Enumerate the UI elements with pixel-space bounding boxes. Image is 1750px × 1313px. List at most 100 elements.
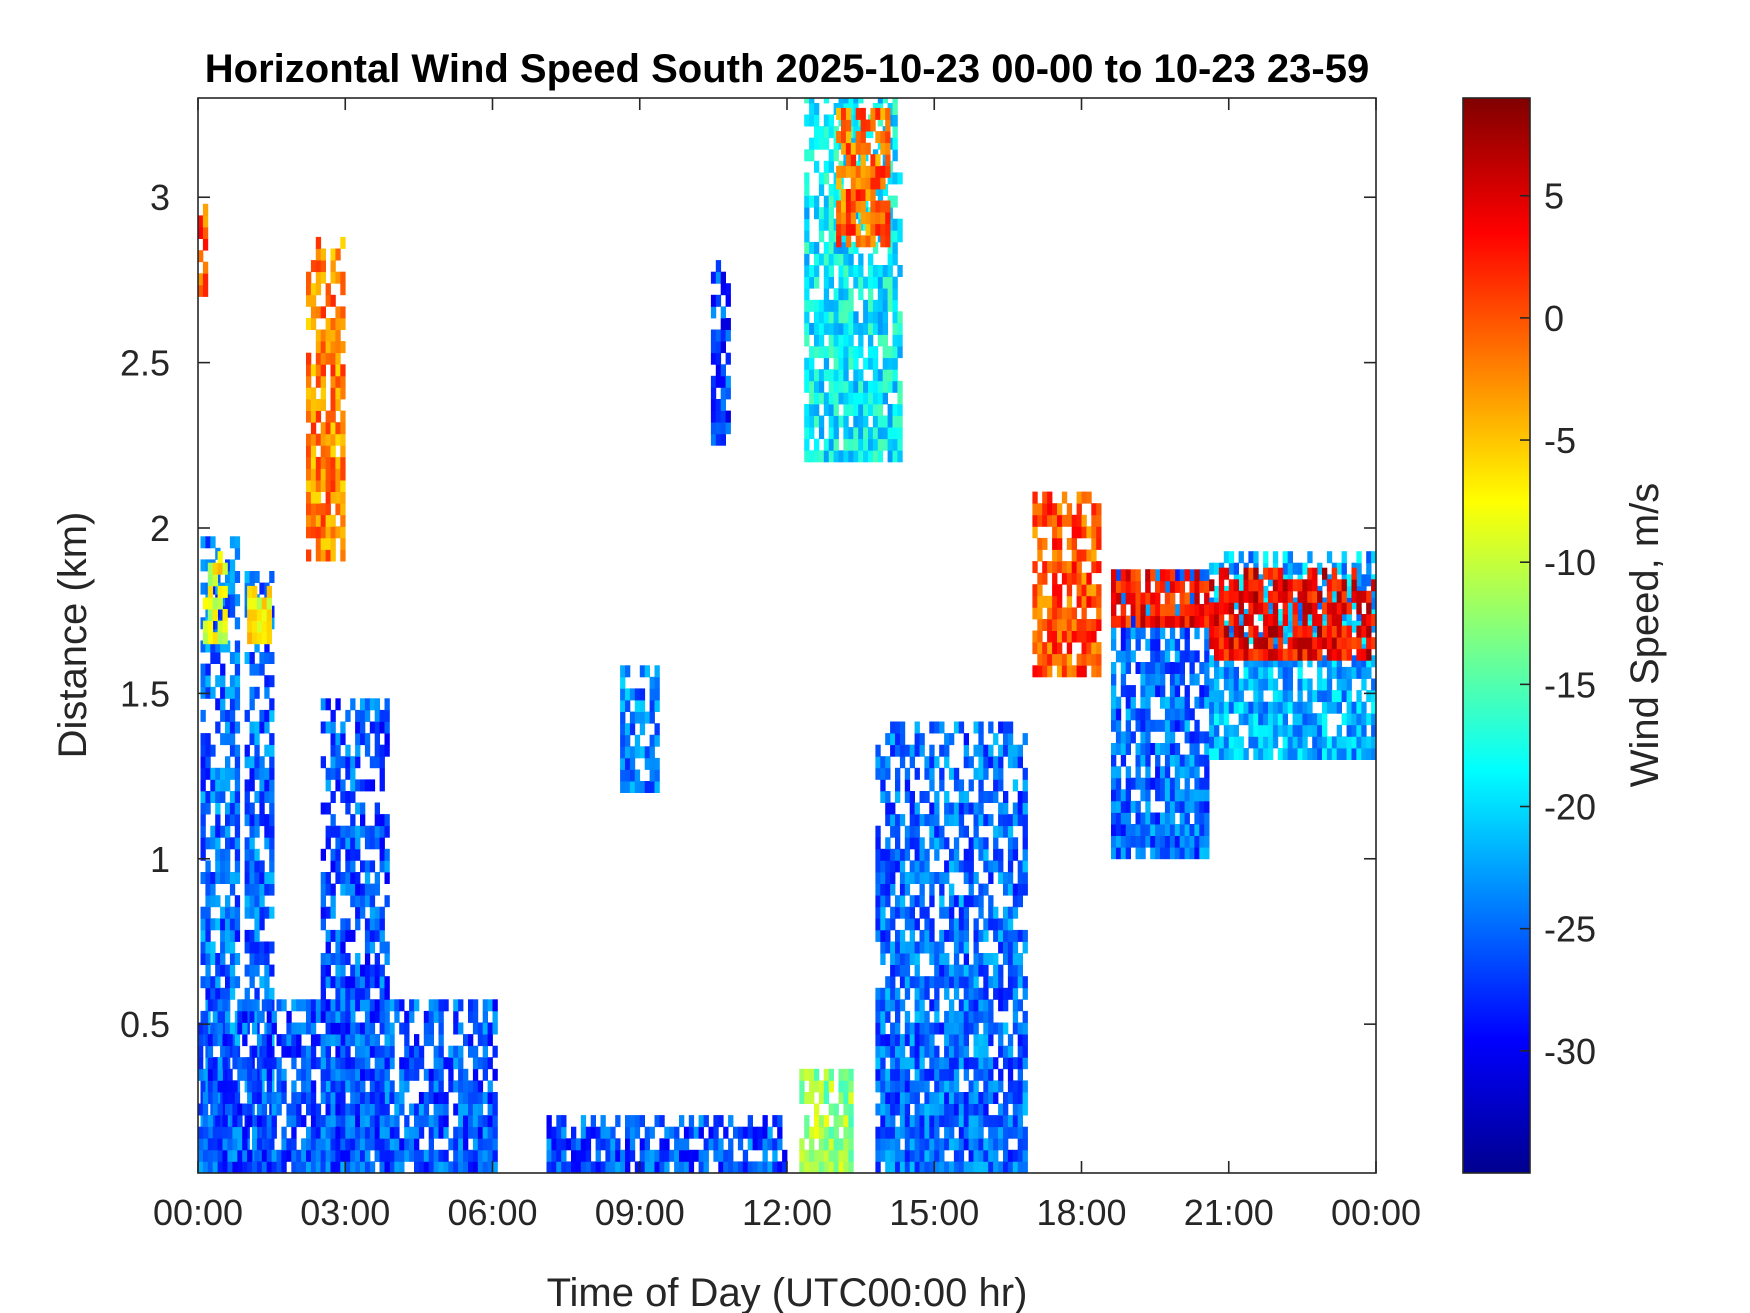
heatmap-cell <box>1125 708 1131 721</box>
heatmap-cell <box>409 1103 415 1116</box>
heatmap-cell <box>229 721 236 734</box>
heatmap-cell <box>1263 637 1269 650</box>
heatmap-cell <box>1223 655 1230 668</box>
heatmap-cell <box>1115 777 1122 790</box>
heatmap-cell <box>1356 655 1362 668</box>
heatmap-cell <box>953 1149 960 1162</box>
heatmap-cell <box>269 767 275 780</box>
heatmap-cell <box>929 1022 935 1035</box>
heatmap-cell <box>259 652 265 664</box>
heatmap-cell <box>983 918 989 931</box>
heatmap-cell <box>1145 673 1151 686</box>
heatmap-cell <box>1366 713 1372 726</box>
heatmap-cell <box>259 814 265 827</box>
heatmap-cell <box>953 1138 960 1151</box>
heatmap-cell <box>845 142 852 155</box>
heatmap-cell <box>949 1010 955 1023</box>
colorbar-tick-label: -10 <box>1544 542 1596 583</box>
heatmap-cell <box>325 837 331 850</box>
heatmap-cell <box>330 756 336 769</box>
heatmap-cell <box>809 241 815 254</box>
heatmap-cell <box>823 299 830 312</box>
heatmap-cell <box>1135 835 1141 848</box>
heatmap-cell <box>1052 572 1058 585</box>
heatmap-cell <box>310 1010 317 1023</box>
heatmap-cell <box>237 1022 243 1035</box>
heatmap-cell <box>978 756 984 769</box>
heatmap-cell <box>252 1161 258 1173</box>
heatmap-cell <box>895 825 901 838</box>
heatmap-cell <box>320 918 326 931</box>
heatmap-cell <box>725 283 731 296</box>
heatmap-cell <box>828 299 834 312</box>
heatmap-cell <box>310 306 317 319</box>
heatmap-cell <box>340 756 346 769</box>
heatmap-cell <box>863 450 869 463</box>
heatmap-cell <box>1081 630 1087 643</box>
heatmap-cell <box>1263 748 1269 760</box>
heatmap-cell <box>1307 648 1313 661</box>
heatmap-cell <box>1003 941 1009 954</box>
heatmap-cell <box>804 276 810 289</box>
heatmap-cell <box>949 976 955 989</box>
heatmap-cell <box>1268 567 1274 580</box>
heatmap-cell <box>629 1138 636 1151</box>
heatmap-cell <box>306 433 312 446</box>
heatmap-cell <box>620 734 626 747</box>
heatmap-cell <box>310 1126 317 1139</box>
heatmap-cell <box>823 1126 830 1139</box>
heatmap-cell <box>804 1068 810 1081</box>
heatmap-cell <box>1248 736 1254 749</box>
heatmap-cell <box>384 1034 390 1047</box>
heatmap-cell <box>899 1103 906 1116</box>
heatmap-cell <box>914 1126 920 1139</box>
heatmap-cell <box>360 883 366 896</box>
heatmap-cell <box>217 551 223 564</box>
heatmap-cell <box>1091 526 1097 539</box>
heatmap-cell <box>1160 812 1166 825</box>
heatmap-cell <box>418 1045 425 1058</box>
heatmap-cell <box>1047 665 1053 678</box>
heatmap-cell <box>198 1161 204 1173</box>
heatmap-cell <box>605 1161 611 1173</box>
heatmap-cell <box>232 1149 238 1162</box>
heatmap-cell <box>1164 662 1171 674</box>
heatmap-cell <box>200 825 206 838</box>
heatmap-cell <box>993 825 999 838</box>
heatmap-cell <box>1169 835 1176 848</box>
heatmap-cell <box>1111 835 1117 848</box>
heatmap-cell <box>914 802 920 815</box>
heatmap-cell <box>1258 579 1264 592</box>
heatmap-cell <box>315 399 322 411</box>
heatmap-cell <box>585 1138 592 1151</box>
heatmap-cell <box>414 1126 420 1139</box>
heatmap-cell <box>200 941 206 954</box>
heatmap-cell <box>330 260 336 273</box>
heatmap-cell <box>887 438 893 451</box>
heatmap-cell <box>1130 685 1136 698</box>
heatmap-cell <box>895 1057 901 1070</box>
heatmap-cell <box>1037 514 1043 527</box>
heatmap-cell <box>259 663 265 676</box>
heatmap-cell <box>983 1034 989 1047</box>
heatmap-cell <box>254 571 260 583</box>
heatmap-cell <box>1111 673 1117 686</box>
heatmap-cell <box>1017 1115 1023 1128</box>
heatmap-cell <box>934 791 940 803</box>
heatmap-cell <box>1022 1022 1028 1035</box>
heatmap-cell <box>836 212 842 225</box>
heatmap-cell <box>320 883 326 896</box>
heatmap-cell <box>610 1138 616 1151</box>
heatmap-cell <box>944 860 950 873</box>
heatmap-cell <box>306 1045 312 1058</box>
heatmap-cell <box>320 976 326 989</box>
heatmap-cell <box>330 341 336 354</box>
heatmap-cell <box>220 675 226 688</box>
heatmap-cell <box>809 114 815 127</box>
heatmap-cell <box>659 1149 665 1162</box>
heatmap-cell <box>433 1057 439 1070</box>
heatmap-cell <box>963 1161 969 1173</box>
heatmap-cell <box>644 746 650 759</box>
heatmap-cell <box>1356 574 1362 587</box>
heatmap-cell <box>1042 595 1048 608</box>
